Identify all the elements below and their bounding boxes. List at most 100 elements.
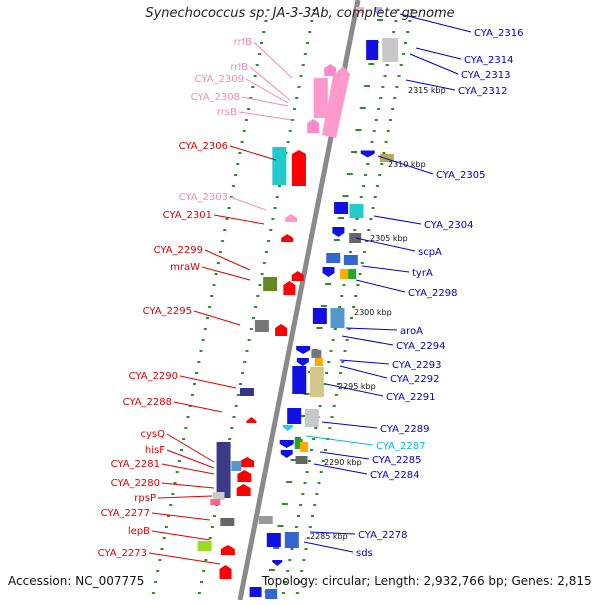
- gene-label-left[interactable]: rpsP: [134, 493, 156, 504]
- gene-label-right[interactable]: CYA_2278: [358, 530, 407, 541]
- track-tick: [262, 262, 266, 264]
- track-tick: [247, 339, 251, 341]
- gene-label-left[interactable]: CYA_2290: [129, 371, 178, 382]
- label-leader-line: [355, 279, 406, 293]
- track-tick: [342, 284, 346, 286]
- track-tick: [232, 416, 236, 418]
- gene-label-left[interactable]: rrlB: [230, 62, 248, 73]
- gene-label-right[interactable]: aroA: [400, 326, 423, 337]
- gene-label-left[interactable]: CYA_2301: [163, 210, 212, 221]
- track-tick: [308, 31, 312, 33]
- track-tick: [236, 394, 240, 396]
- track-tick: [202, 570, 206, 572]
- track-tick: [379, 97, 383, 99]
- track-tick: [354, 295, 358, 297]
- gene-feature: [332, 227, 345, 237]
- gene-label-right[interactable]: CYA_2316: [474, 28, 523, 39]
- gene-label-left[interactable]: rrfB: [234, 37, 253, 48]
- gene-label-right[interactable]: scpA: [418, 247, 442, 258]
- scale-tick: [364, 85, 371, 87]
- scale-label: 2290 kbp: [324, 458, 362, 467]
- gene-label-left[interactable]: CYA_2303: [179, 192, 228, 203]
- track-tick: [167, 515, 171, 517]
- track-tick: [358, 273, 362, 275]
- gene-label-left[interactable]: CYA_2309: [195, 74, 244, 85]
- track-tick: [383, 75, 387, 77]
- track-tick: [401, 53, 405, 55]
- gene-feature: [254, 320, 269, 332]
- gene-label-right[interactable]: CYA_2294: [396, 341, 445, 352]
- gene-label-right[interactable]: CYA_2312: [458, 86, 507, 97]
- track-tick: [247, 108, 251, 110]
- track-tick: [325, 372, 329, 374]
- gene-feature: [240, 457, 255, 467]
- track-tick: [190, 394, 194, 396]
- gene-label-left[interactable]: CYA_2306: [179, 141, 228, 152]
- label-leader-line: [161, 482, 215, 489]
- track-tick: [384, 141, 388, 143]
- gene-label-left[interactable]: CYA_2277: [101, 508, 150, 519]
- gene-feature: [330, 308, 345, 328]
- gene-label-left[interactable]: CYA_2308: [191, 92, 240, 103]
- track-tick: [410, 9, 414, 11]
- gene-feature: [379, 154, 394, 162]
- gene-label-left[interactable]: lepB: [128, 526, 150, 537]
- gene-label-left[interactable]: CYA_2281: [111, 459, 160, 470]
- label-leader-line: [166, 433, 215, 463]
- label-leader-line: [305, 435, 374, 446]
- gene-label-right[interactable]: tyrA: [412, 268, 433, 279]
- gene-label-left[interactable]: CYA_2295: [143, 306, 192, 317]
- track-tick: [362, 251, 366, 253]
- gene-label-left[interactable]: CYA_2299: [154, 245, 203, 256]
- gene-label-right[interactable]: CYA_2287: [376, 441, 425, 452]
- gene-feature: [280, 450, 293, 458]
- gene-label-left[interactable]: CYA_2288: [123, 397, 172, 408]
- track-tick: [236, 163, 240, 165]
- gene-feature: [349, 204, 364, 218]
- gene-label-right[interactable]: CYA_2304: [424, 220, 473, 231]
- gene-feature: [272, 560, 283, 566]
- gene-label-right[interactable]: CYA_2292: [390, 374, 439, 385]
- gene-label-left[interactable]: rrsB: [217, 107, 237, 118]
- track-tick: [228, 438, 232, 440]
- track-tick: [396, 9, 400, 11]
- gene-label-right[interactable]: CYA_2305: [436, 170, 485, 181]
- track-tick: [230, 427, 234, 429]
- gene-label-left[interactable]: CYA_2280: [111, 478, 160, 489]
- gene-label-right[interactable]: sds: [356, 548, 373, 559]
- track-tick: [201, 339, 205, 341]
- track-tick: [245, 350, 249, 352]
- gene-label-right[interactable]: CYA_2285: [372, 455, 421, 466]
- gene-feature: [212, 492, 225, 500]
- gene-label-right[interactable]: CYA_2293: [392, 360, 441, 371]
- gene-label-right[interactable]: CYA_2289: [380, 424, 429, 435]
- track-tick: [313, 504, 317, 506]
- gene-label-right[interactable]: CYA_2313: [461, 70, 510, 81]
- track-tick: [160, 548, 164, 550]
- gene-label-right[interactable]: CYA_2284: [370, 470, 419, 481]
- track-tick: [349, 317, 353, 319]
- track-tick: [154, 581, 158, 583]
- gene-label-left[interactable]: cysQ: [141, 429, 166, 440]
- gene-label-right[interactable]: CYA_2298: [408, 288, 457, 299]
- track-tick: [271, 218, 275, 220]
- track-tick: [308, 526, 312, 528]
- track-tick: [242, 130, 246, 132]
- gene-label-right[interactable]: CYA_2314: [464, 55, 513, 66]
- gene-label-left[interactable]: hisF: [145, 445, 165, 456]
- track-tick: [299, 504, 303, 506]
- track-tick: [317, 482, 321, 484]
- track-tick: [347, 328, 351, 330]
- gene-label-right[interactable]: CYA_2291: [386, 392, 435, 403]
- track-tick: [306, 537, 310, 539]
- gene-label-left[interactable]: CYA_2273: [98, 548, 147, 559]
- gene-label-left[interactable]: mraW: [170, 262, 200, 273]
- track-tick: [231, 185, 235, 187]
- track-tick: [330, 416, 334, 418]
- gene-feature: [360, 150, 375, 158]
- gene-feature: [326, 253, 341, 263]
- gene-feature: [343, 255, 358, 265]
- track-tick: [200, 581, 204, 583]
- track-tick: [365, 240, 369, 242]
